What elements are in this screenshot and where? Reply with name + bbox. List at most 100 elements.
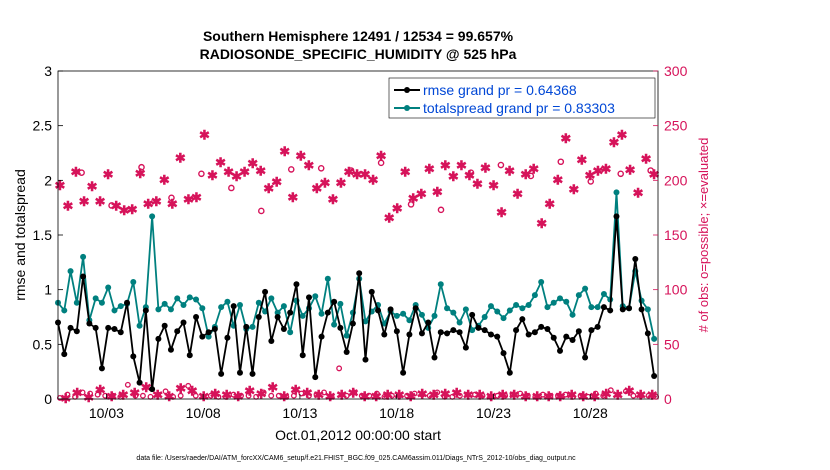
totalspread-point-79 bbox=[550, 299, 557, 306]
totalspread-point-21 bbox=[186, 294, 193, 301]
x-tick-label-2: 10/13 bbox=[282, 405, 317, 421]
totalspread-point-72 bbox=[506, 307, 513, 314]
obs-evaluated-low-marker-13: ✱ bbox=[210, 387, 221, 402]
obs-possible-low-marker-48 bbox=[419, 391, 426, 398]
obs-evaluated-marker-67: ✱ bbox=[592, 164, 603, 179]
totalspread-point-3 bbox=[73, 299, 80, 306]
totalspread-point-23 bbox=[199, 305, 206, 312]
y-right-tick-label-6: 300 bbox=[664, 63, 688, 79]
y-left-tick-label-5: 2.5 bbox=[33, 118, 53, 134]
totalspread-point-63 bbox=[450, 309, 457, 316]
rmse-point-88 bbox=[607, 307, 614, 314]
obs-evaluated-low-marker-16: ✱ bbox=[244, 383, 255, 398]
x-tick-label-1: 10/08 bbox=[186, 405, 221, 421]
y-left-tick-label-4: 2 bbox=[44, 172, 52, 188]
rmse-point-21 bbox=[186, 352, 193, 359]
obs-evaluated-low-marker-33: ✱ bbox=[440, 387, 451, 402]
obs-evaluated-low-marker-21: ✱ bbox=[302, 386, 313, 401]
obs-possible-marker-13 bbox=[467, 169, 475, 176]
obs-evaluated-marker-44: ✱ bbox=[408, 191, 419, 206]
obs-evaluated-low-marker-42: ✱ bbox=[543, 389, 554, 404]
rmse-point-37 bbox=[287, 309, 294, 316]
rmse-point-6 bbox=[92, 324, 99, 331]
totalspread-point-73 bbox=[513, 301, 520, 308]
rmse-point-10 bbox=[117, 329, 124, 336]
obs-possible-marker-5 bbox=[228, 184, 235, 192]
obs-possible-marker-19 bbox=[647, 167, 654, 174]
totalspread-point-45 bbox=[337, 300, 344, 307]
rmse-point-73 bbox=[513, 327, 520, 334]
rmse-point-53 bbox=[387, 306, 394, 313]
obs-evaluated-low-marker-12: ✱ bbox=[198, 389, 209, 404]
rmse-point-20 bbox=[180, 319, 187, 326]
rmse-point-46 bbox=[343, 348, 350, 355]
obs-evaluated-marker-61: ✱ bbox=[544, 196, 555, 211]
obs-evaluated-low-marker-23: ✱ bbox=[325, 389, 336, 404]
rmse-point-52 bbox=[381, 331, 388, 338]
rmse-point-42 bbox=[318, 333, 325, 340]
obs-possible-low-marker-39 bbox=[351, 389, 358, 396]
totalspread-point-42 bbox=[318, 310, 325, 317]
obs-evaluated-marker-8: ✱ bbox=[119, 203, 130, 218]
obs-evaluated-low-marker-46: ✱ bbox=[589, 389, 600, 404]
obs-evaluated-low-marker-31: ✱ bbox=[417, 387, 428, 402]
obs-evaluated-marker-9: ✱ bbox=[127, 202, 138, 217]
obs-evaluated-marker-46: ✱ bbox=[424, 161, 435, 176]
totalspread-point-66 bbox=[469, 327, 476, 334]
totalspread-point-61 bbox=[437, 281, 444, 288]
totalspread-point-4 bbox=[80, 253, 87, 260]
obs-possible-low-marker-71 bbox=[592, 390, 599, 397]
obs-evaluated-marker-11: ✱ bbox=[143, 196, 154, 211]
y-right-tick-label-5: 250 bbox=[664, 118, 688, 134]
obs-evaluated-marker-32: ✱ bbox=[311, 181, 322, 196]
obs-possible-marker-1 bbox=[108, 202, 115, 209]
obs-evaluated-low-marker-1: ✱ bbox=[72, 386, 83, 401]
totalspread-point-31 bbox=[249, 323, 256, 330]
obs-possible-marker-9 bbox=[347, 167, 355, 174]
rmse-point-33 bbox=[262, 288, 269, 295]
obs-possible-low-marker-27 bbox=[260, 389, 267, 396]
totalspread-point-41 bbox=[312, 293, 319, 300]
obs-possible-low-marker-35 bbox=[321, 389, 327, 396]
obs-possible-marker-4 bbox=[198, 170, 205, 178]
rmse-point-7 bbox=[98, 365, 105, 372]
obs-evaluated-low-marker-27: ✱ bbox=[371, 389, 382, 404]
rmse-point-9 bbox=[111, 326, 118, 333]
x-tick-label-3: 10/18 bbox=[379, 405, 414, 421]
obs-evaluated-marker-49: ✱ bbox=[448, 169, 459, 184]
totalspread-point-13 bbox=[136, 322, 143, 329]
obs-possible-low-marker-28 bbox=[268, 392, 275, 399]
totalspread-point-56 bbox=[406, 317, 413, 324]
obs-evaluated-marker-20: ✱ bbox=[215, 155, 226, 170]
rmse-point-1 bbox=[61, 351, 68, 358]
obs-evaluated-marker-36: ✱ bbox=[344, 165, 355, 180]
y-right-tick-label-2: 100 bbox=[664, 282, 688, 298]
totalspread-point-26 bbox=[218, 304, 225, 311]
obs-evaluated-marker-0: ✱ bbox=[54, 178, 65, 193]
rmse-point-70 bbox=[494, 333, 501, 340]
rmse-point-12 bbox=[130, 353, 137, 360]
rmse-point-74 bbox=[519, 316, 526, 323]
rmse-point-90 bbox=[619, 306, 626, 313]
rmse-point-60 bbox=[431, 354, 438, 361]
rmse-point-95 bbox=[651, 373, 658, 380]
legend-spread-marker bbox=[404, 105, 410, 111]
obs-possible-low-marker-73 bbox=[607, 387, 614, 394]
obs-evaluated-marker-25: ✱ bbox=[255, 164, 266, 179]
totalspread-point-75 bbox=[525, 301, 532, 308]
totalspread-point-94 bbox=[644, 306, 651, 313]
totalspread-point-82 bbox=[569, 311, 576, 318]
obs-evaluated-marker-51: ✱ bbox=[464, 168, 475, 183]
obs-evaluated-marker-39: ✱ bbox=[368, 172, 379, 187]
rmse-point-77 bbox=[538, 323, 545, 330]
legend-spread-label: totalspread grand pr = 0.83303 bbox=[423, 100, 615, 116]
obs-evaluated-low-marker-19: ✱ bbox=[279, 389, 290, 404]
obs-evaluated-low-marker-17: ✱ bbox=[256, 387, 267, 402]
obs-evaluated-marker-29: ✱ bbox=[287, 190, 298, 205]
rmse-point-89 bbox=[613, 213, 620, 220]
obs-evaluated-marker-43: ✱ bbox=[400, 165, 411, 180]
rmse-point-61 bbox=[437, 329, 444, 336]
rmse-point-67 bbox=[475, 324, 482, 331]
obs-possible-low-marker-13 bbox=[155, 391, 161, 398]
obs-evaluated-marker-69: ✱ bbox=[609, 135, 620, 150]
